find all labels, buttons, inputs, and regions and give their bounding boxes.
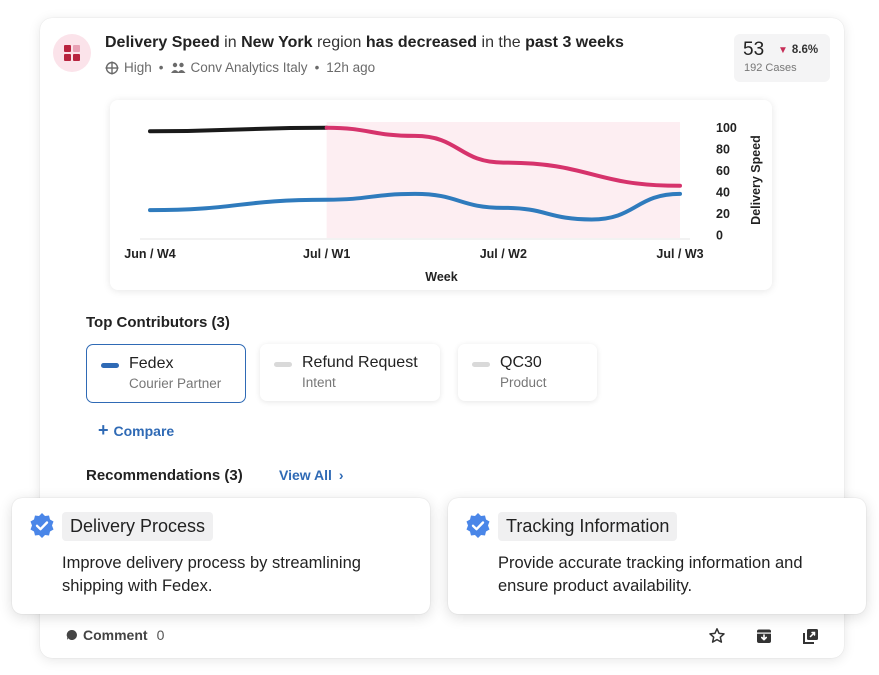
kpi-box: 53 ▼ 8.6% 192 Cases bbox=[734, 34, 830, 82]
contributor-type: Courier Partner bbox=[129, 376, 222, 391]
team-icon bbox=[170, 62, 185, 73]
y-tick-label: 20 bbox=[716, 207, 730, 221]
meta-separator: • bbox=[158, 60, 164, 75]
x-tick-label: Jul / W2 bbox=[480, 247, 527, 261]
contributor-type: Product bbox=[500, 375, 547, 390]
view-all-link[interactable]: View All › bbox=[279, 467, 344, 483]
top-contributors-title: Top Contributors (3) bbox=[86, 314, 230, 331]
kpi-delta-value: 8.6% bbox=[791, 44, 819, 56]
archive-icon[interactable] bbox=[754, 626, 774, 646]
down-arrow-icon: ▼ bbox=[778, 44, 788, 56]
series-line bbox=[148, 191, 682, 222]
view-all-label: View All bbox=[279, 467, 332, 483]
insight-title: Delivery Speed in New York region has de… bbox=[105, 34, 624, 52]
x-tick-label: Jul / W3 bbox=[656, 247, 703, 261]
series-line bbox=[148, 125, 329, 134]
recommendation-title: Delivery Process bbox=[62, 512, 214, 541]
highlight-region bbox=[326, 122, 680, 238]
recommendations-title: Recommendations (3) bbox=[86, 467, 243, 484]
recommendation-card-tracking-information[interactable]: Tracking Information Provide accurate tr… bbox=[448, 498, 866, 614]
series-color-bar bbox=[274, 362, 292, 367]
recommendation-description: Improve delivery process by streamlining… bbox=[62, 554, 361, 595]
series-color-bar bbox=[472, 362, 490, 367]
y-tick-label: 60 bbox=[716, 164, 730, 178]
y-tick-label: 100 bbox=[716, 121, 737, 135]
title-part: in the bbox=[477, 34, 526, 51]
time-label: 12h ago bbox=[326, 60, 376, 75]
contributor-name: QC30 bbox=[500, 354, 542, 371]
title-part: has decreased bbox=[365, 34, 478, 51]
y-tick-label: 40 bbox=[716, 186, 730, 200]
insight-app-icon bbox=[53, 34, 91, 72]
contributor-name: Refund Request bbox=[302, 354, 418, 371]
contributor-refund-request[interactable]: Refund Request Intent bbox=[260, 344, 440, 401]
insight-meta: High • Conv Analytics Italy • 12h ago bbox=[105, 60, 375, 75]
x-tick-label: Jun / W4 bbox=[124, 247, 175, 261]
comment-label: Comment bbox=[83, 627, 148, 643]
title-part: New York bbox=[241, 34, 313, 51]
line-chart: Jun / W4 Jul / W1 Jul / W2 Jul / W3 Week 100 8… bbox=[124, 121, 763, 284]
x-tick-label: Jul / W1 bbox=[303, 247, 350, 261]
kpi-value: 53 bbox=[743, 39, 765, 60]
recommendation-description: Provide accurate tracking information an… bbox=[498, 554, 803, 595]
chevron-right-icon: › bbox=[338, 467, 344, 483]
y-tick-label: 0 bbox=[716, 229, 723, 243]
y-axis-label: Delivery Speed bbox=[749, 135, 763, 225]
recommendation-title: Tracking Information bbox=[498, 512, 678, 541]
share-icon[interactable] bbox=[801, 626, 821, 646]
title-part: in bbox=[219, 34, 242, 51]
priority-icon bbox=[105, 61, 119, 74]
contributor-fedex[interactable]: Fedex Courier Partner bbox=[86, 344, 246, 403]
contributor-qc30[interactable]: QC30 Product bbox=[458, 344, 597, 401]
series-color-bar bbox=[101, 363, 119, 368]
star-icon[interactable] bbox=[707, 626, 727, 646]
x-axis-label: Week bbox=[425, 270, 457, 284]
y-tick-label: 80 bbox=[716, 143, 730, 157]
team-label: Conv Analytics Italy bbox=[190, 60, 308, 75]
verified-badge-icon bbox=[466, 513, 490, 538]
contributor-type: Intent bbox=[302, 375, 336, 390]
meta-separator: • bbox=[314, 60, 320, 75]
priority-label: High bbox=[124, 60, 152, 75]
compare-button[interactable]: + Compare bbox=[98, 420, 174, 441]
title-part: region bbox=[312, 34, 366, 51]
title-part: past 3 weeks bbox=[525, 34, 624, 51]
verified-badge-icon bbox=[30, 513, 54, 538]
chart-card: Jun / W4 Jul / W1 Jul / W2 Jul / W3 Week 100 8… bbox=[110, 100, 772, 290]
comment-count: 0 bbox=[156, 627, 165, 643]
comment-button[interactable]: Comment 0 bbox=[66, 627, 164, 643]
comment-icon bbox=[66, 629, 77, 640]
plus-icon: + bbox=[98, 420, 109, 440]
kpi-delta: ▼ 8.6% bbox=[778, 44, 818, 56]
title-part: Delivery Speed bbox=[105, 34, 220, 51]
contributor-name: Fedex bbox=[129, 355, 174, 372]
kpi-cases: 192 Cases bbox=[744, 62, 797, 74]
series-line bbox=[324, 125, 682, 188]
compare-label: Compare bbox=[113, 422, 175, 439]
recommendation-card-delivery-process[interactable]: Delivery Process Improve delivery proces… bbox=[12, 498, 430, 614]
